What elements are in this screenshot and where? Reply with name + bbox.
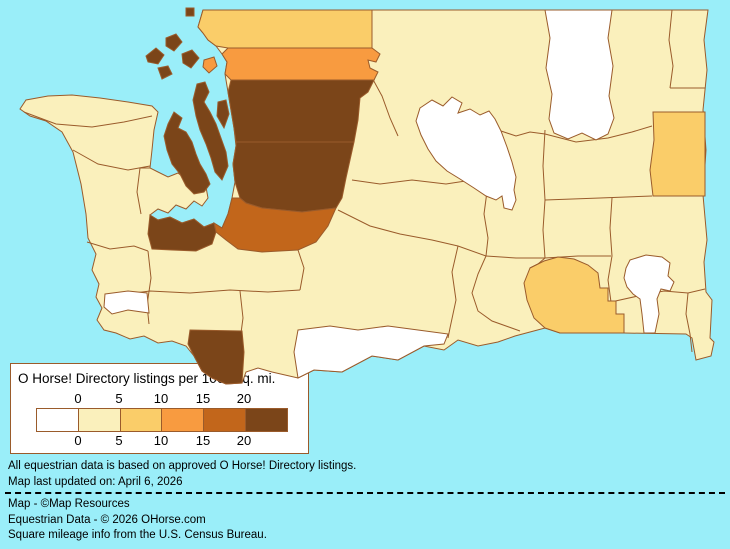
legend-tick-label: 15 [195,433,211,448]
washington-county-map [19,7,715,385]
county-wahkiakum [103,290,150,315]
county-kitsap [163,111,211,195]
point-roberts [185,7,195,17]
county-walla-walla [523,256,625,334]
county-spokane [649,111,706,197]
legend-tick-label: 20 [236,433,252,448]
footnote-last-updated: Map last updated on: April 6, 2026 [8,476,183,488]
legend-swatch-5-10 [119,409,162,431]
legend-ticks-bottom: 0 5 10 15 20 [11,433,308,448]
credit-equestrian-data: Equestrian Data - © 2026 OHorse.com [8,514,206,526]
county-douglas [415,96,517,211]
county-skagit [221,47,381,81]
footnote-data-source: All equestrian data is based on approved… [8,460,357,472]
legend-tick-label: 10 [153,433,169,448]
county-thurston [147,214,217,252]
legend-swatch-10-15 [161,409,204,431]
county-san-juan-islands [145,7,200,80]
legend-swatch-0-5 [77,409,120,431]
county-columbia [623,254,675,334]
county-snohomish [227,79,375,143]
legend-color-ramp [36,408,288,432]
legend-swatch-20plus [245,409,287,431]
county-king [232,141,355,213]
legend-swatch-15-20 [203,409,246,431]
legend-tick-label: 20 [236,391,252,406]
county-clark [187,329,245,385]
county-whatcom [197,9,373,49]
legend-tick-label: 10 [153,391,169,406]
county-island-whidbey [192,81,229,181]
legend-swatch-0 [37,409,78,431]
legend-ticks-top: 0 5 10 15 20 [11,391,308,406]
credit-square-mileage: Square mileage info from the U.S. Census… [8,529,267,541]
legend-tick-label: 0 [74,391,82,406]
county-klickitat [293,325,449,379]
legend-tick-label: 0 [74,433,82,448]
county-pierce [213,197,337,253]
county-ferry [544,9,615,141]
credit-map: Map - ©Map Resources [8,498,130,510]
legend-tick-label: 15 [195,391,211,406]
county-skagit-island [202,56,218,74]
legend-tick-label: 5 [115,391,123,406]
legend-tick-label: 5 [115,433,123,448]
county-island-camano [216,99,230,130]
dashed-separator [5,492,725,494]
